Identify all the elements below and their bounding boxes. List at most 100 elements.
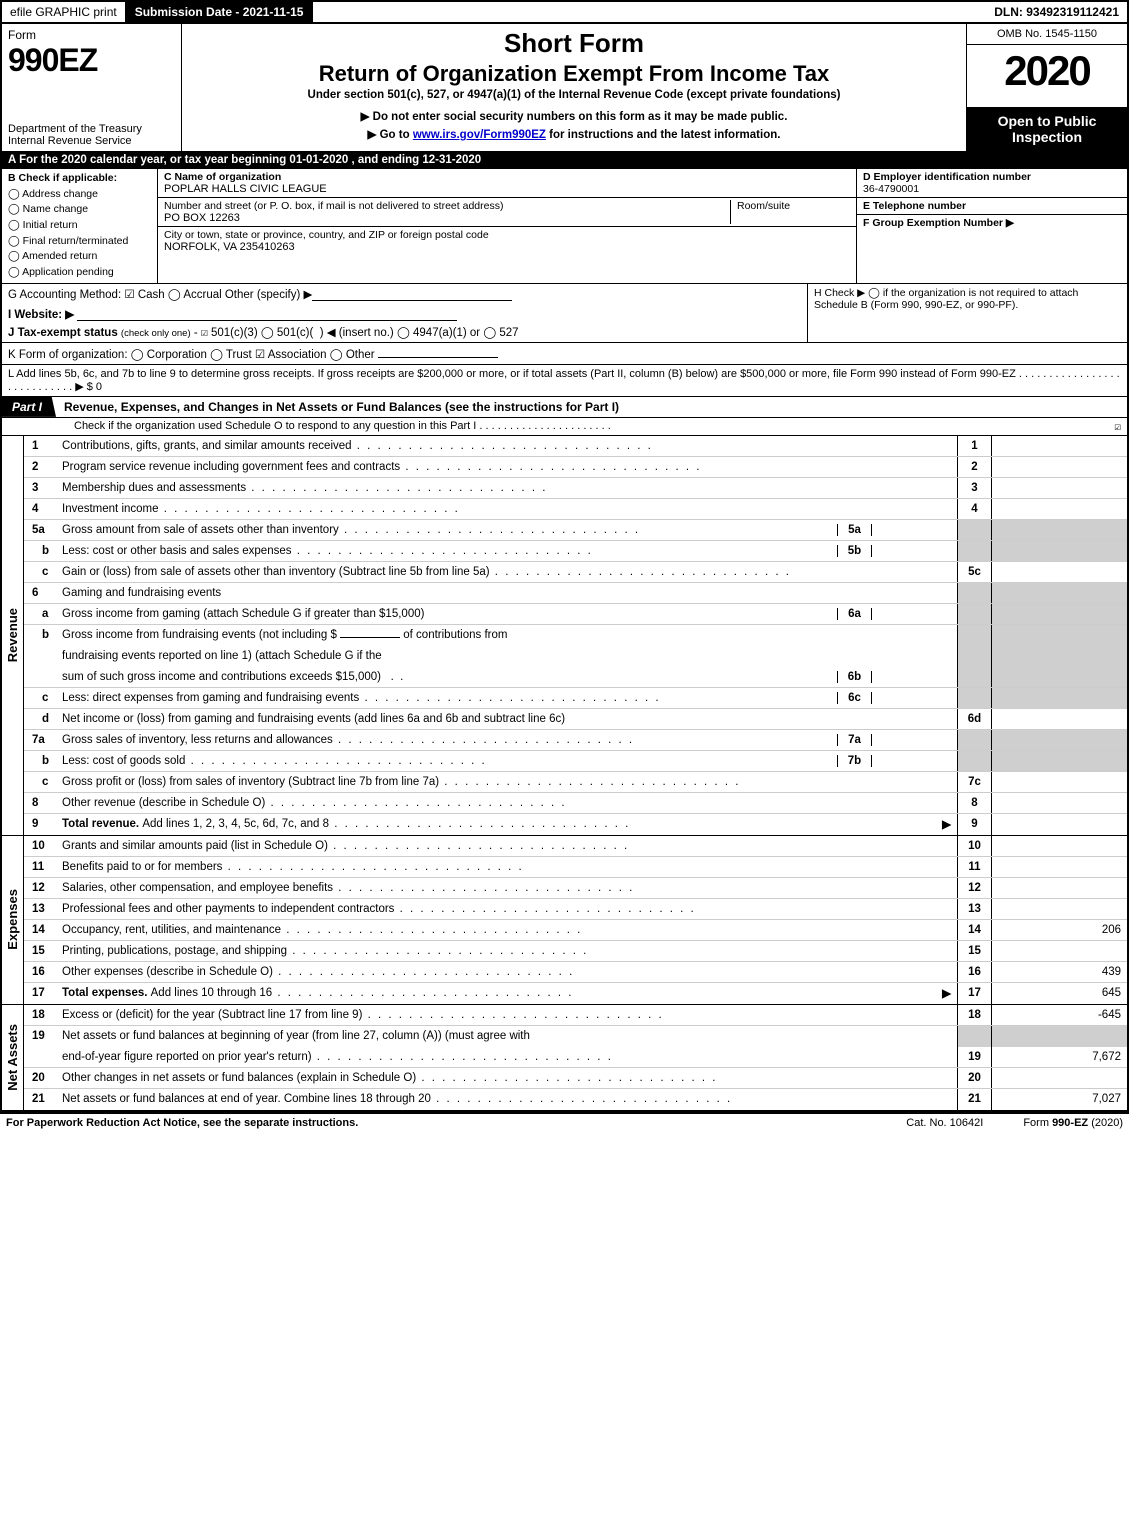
col-d-ein-etc: D Employer identification number 36-4790… (857, 169, 1127, 283)
col-b-checkboxes: B Check if applicable: ◯ Address change … (2, 169, 158, 283)
chk-initial-return[interactable]: ◯ Initial return (8, 218, 151, 233)
line-20: 20 Other changes in net assets or fund b… (24, 1068, 1127, 1089)
j-tax-exempt: J Tax-exempt status J Tax-exempt status … (8, 325, 801, 339)
form-word: Form (8, 28, 175, 42)
chk-name-change[interactable]: ◯ Name change (8, 202, 151, 217)
expenses-lines: 10 Grants and similar amounts paid (list… (24, 836, 1127, 1004)
line-6b-2: fundraising events reported on line 1) (… (24, 646, 1127, 667)
i-website: I Website: ▶ (8, 307, 801, 321)
line-6a: a Gross income from gaming (attach Sched… (24, 604, 1127, 625)
open-to-public-badge: Open to Public Inspection (967, 107, 1127, 151)
revenue-lines: 1 Contributions, gifts, grants, and simi… (24, 436, 1127, 835)
line-6b-3: sum of such gross income and contributio… (24, 667, 1127, 688)
chk-final-return[interactable]: ◯ Final return/terminated (8, 234, 151, 249)
part1-sub: Check if the organization used Schedule … (2, 418, 1127, 436)
submission-date: Submission Date - 2021-11-15 (127, 2, 314, 22)
h-check-box: H Check ▶ ◯ if the organization is not r… (807, 284, 1127, 342)
line-1: 1 Contributions, gifts, grants, and simi… (24, 436, 1127, 457)
irs-link[interactable]: www.irs.gov/Form990EZ (413, 129, 546, 141)
c-name-val: POPLAR HALLS CIVIC LEAGUE (164, 183, 327, 195)
line-6d: d Net income or (loss) from gaming and f… (24, 709, 1127, 730)
short-form-title: Short Form (190, 28, 958, 59)
omb-number: OMB No. 1545-1150 (967, 24, 1127, 45)
footer-left: For Paperwork Reduction Act Notice, see … (6, 1117, 358, 1129)
footer-mid: Cat. No. 10642I (906, 1117, 983, 1129)
bcde-block: B Check if applicable: ◯ Address change … (2, 169, 1127, 284)
header-right: OMB No. 1545-1150 2020 Open to Public In… (967, 24, 1127, 151)
d-ein: D Employer identification number 36-4790… (857, 169, 1127, 198)
c-city-row: City or town, state or province, country… (158, 227, 856, 255)
line-18: 18 Excess or (deficit) for the year (Sub… (24, 1005, 1127, 1026)
col-c-org-info: C Name of organization POPLAR HALLS CIVI… (158, 169, 857, 283)
line-15: 15 Printing, publications, postage, and … (24, 941, 1127, 962)
return-exempt-title: Return of Organization Exempt From Incom… (190, 61, 958, 87)
do-not-enter-note: ▶ Do not enter social security numbers o… (190, 109, 958, 123)
net-assets-lines: 18 Excess or (deficit) for the year (Sub… (24, 1005, 1127, 1110)
expenses-tag: Expenses (2, 836, 24, 1004)
c-addr-val: PO BOX 12263 (164, 212, 503, 224)
line-19-2: end-of-year figure reported on prior yea… (24, 1047, 1127, 1068)
part1-title: Revenue, Expenses, and Changes in Net As… (56, 400, 1127, 414)
line-7b: b Less: cost of goods sold 7b (24, 751, 1127, 772)
line-5c: c Gain or (loss) from sale of assets oth… (24, 562, 1127, 583)
header-mid: Short Form Return of Organization Exempt… (182, 24, 967, 151)
row-gh: G Accounting Method: ☑ Cash ◯ Accrual Ot… (2, 284, 1127, 343)
row-k-form-of-org: K Form of organization: ◯ Corporation ◯ … (2, 343, 1127, 365)
line-17: 17 Total expenses. Add lines 10 through … (24, 983, 1127, 1004)
line-2: 2 Program service revenue including gove… (24, 457, 1127, 478)
tax-year: 2020 (967, 45, 1127, 97)
expenses-section: Expenses 10 Grants and similar amounts p… (2, 836, 1127, 1005)
chk-application-pending[interactable]: ◯ Application pending (8, 265, 151, 280)
line-7c: c Gross profit or (loss) from sales of i… (24, 772, 1127, 793)
line-7a: 7a Gross sales of inventory, less return… (24, 730, 1127, 751)
part1-tab: Part I (2, 397, 56, 417)
col-b-title: B Check if applicable: (8, 172, 117, 184)
goto-prefix: ▶ Go to (368, 129, 413, 141)
part1-sub-text: Check if the organization used Schedule … (74, 420, 611, 433)
net-assets-tag: Net Assets (2, 1005, 24, 1110)
d-ein-val: 36-4790001 (863, 183, 1121, 195)
revenue-tag: Revenue (2, 436, 24, 835)
top-bar: efile GRAPHIC print Submission Date - 20… (0, 0, 1129, 24)
goto-link-line: ▶ Go to www.irs.gov/Form990EZ for instru… (190, 127, 958, 141)
footer-right: Form 990-EZ (2020) (1023, 1117, 1123, 1129)
part1-sub-check[interactable]: ☑ (1114, 420, 1121, 433)
d-ein-label: D Employer identification number (863, 171, 1121, 183)
line-21: 21 Net assets or fund balances at end of… (24, 1089, 1127, 1110)
f-group-label: F Group Exemption Number ▶ (863, 217, 1121, 229)
dln: DLN: 93492319112421 (986, 2, 1127, 22)
efile-print-label: efile GRAPHIC print (2, 2, 127, 22)
part1-header: Part I Revenue, Expenses, and Changes in… (2, 397, 1127, 418)
row-l-gross-receipts: L Add lines 5b, 6c, and 7b to line 9 to … (2, 365, 1127, 397)
line-11: 11 Benefits paid to or for members 11 (24, 857, 1127, 878)
c-addr-label: Number and street (or P. O. box, if mail… (164, 200, 503, 212)
line-16: 16 Other expenses (describe in Schedule … (24, 962, 1127, 983)
line-6b-1: b Gross income from fundraising events (… (24, 625, 1127, 646)
net-assets-section: Net Assets 18 Excess or (deficit) for th… (2, 1005, 1127, 1112)
form-number: 990EZ (8, 42, 175, 79)
line-12: 12 Salaries, other compensation, and emp… (24, 878, 1127, 899)
form-outer: Form 990EZ Department of the Treasury In… (0, 24, 1129, 1114)
line-6c: c Less: direct expenses from gaming and … (24, 688, 1127, 709)
department-label: Department of the Treasury Internal Reve… (8, 123, 175, 147)
header-block: Form 990EZ Department of the Treasury In… (2, 24, 1127, 152)
chk-address-change[interactable]: ◯ Address change (8, 187, 151, 202)
revenue-section: Revenue 1 Contributions, gifts, grants, … (2, 436, 1127, 836)
chk-amended-return[interactable]: ◯ Amended return (8, 249, 151, 264)
header-left: Form 990EZ Department of the Treasury In… (2, 24, 182, 151)
line-19-1: 19 Net assets or fund balances at beginn… (24, 1026, 1127, 1047)
line-13: 13 Professional fees and other payments … (24, 899, 1127, 920)
e-tel-label: E Telephone number (863, 200, 1121, 212)
line-5b: b Less: cost or other basis and sales ex… (24, 541, 1127, 562)
gh-left: G Accounting Method: ☑ Cash ◯ Accrual Ot… (2, 284, 807, 342)
line-8: 8 Other revenue (describe in Schedule O)… (24, 793, 1127, 814)
line-4: 4 Investment income 4 (24, 499, 1127, 520)
c-room-label: Room/suite (730, 200, 850, 224)
c-name-label: C Name of organization (164, 171, 281, 183)
c-name-row: C Name of organization POPLAR HALLS CIVI… (158, 169, 856, 198)
c-city-val: NORFOLK, VA 235410263 (164, 241, 489, 253)
g-accounting-method: G Accounting Method: ☑ Cash ◯ Accrual Ot… (8, 287, 801, 301)
goto-suffix: for instructions and the latest informat… (546, 129, 781, 141)
line-3: 3 Membership dues and assessments 3 (24, 478, 1127, 499)
line-14: 14 Occupancy, rent, utilities, and maint… (24, 920, 1127, 941)
